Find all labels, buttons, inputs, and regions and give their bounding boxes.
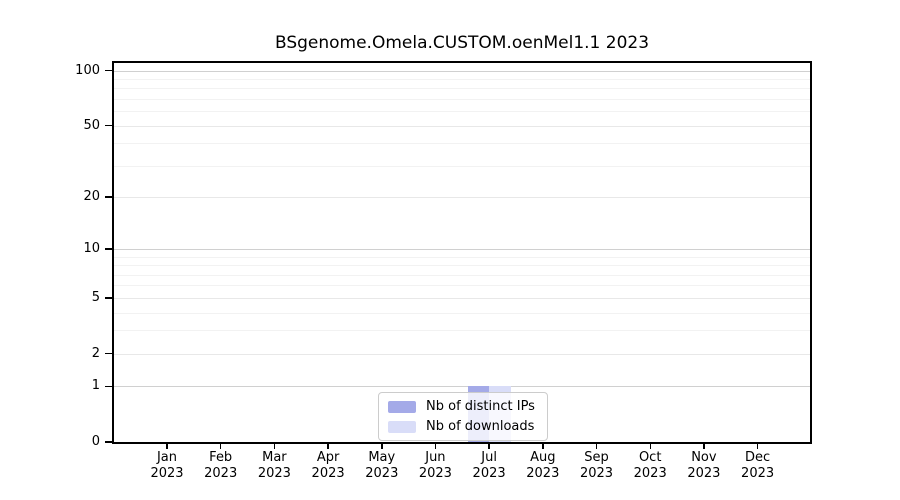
legend: Nb of distinct IPs Nb of downloads — [378, 392, 548, 441]
legend-item-distinct-ips: Nb of distinct IPs — [388, 399, 535, 414]
legend-swatch-downloads — [388, 420, 416, 433]
x-axis-tick-mark — [434, 444, 437, 449]
gridline — [114, 143, 810, 145]
legend-label-downloads: Nb of downloads — [426, 419, 535, 434]
x-axis-tick-mark — [756, 444, 759, 449]
gridline — [114, 330, 810, 332]
y-axis-tick-mark — [105, 248, 112, 250]
x-axis-tick-mark — [381, 444, 383, 449]
x-axis-label: Apr 2023 — [311, 450, 345, 481]
y-axis-tick-mark — [105, 69, 112, 72]
x-axis-tick-mark — [542, 444, 544, 449]
x-axis-label: Feb 2023 — [204, 450, 238, 481]
x-axis-label: Jun 2023 — [418, 450, 452, 481]
x-axis-label: Oct 2023 — [633, 450, 667, 481]
y-axis-tick-mark — [105, 297, 112, 299]
y-axis-tick-label: 2 — [91, 345, 100, 361]
gridline — [114, 79, 810, 80]
x-axis-label: Mar 2023 — [257, 450, 291, 481]
gridline — [114, 165, 810, 167]
gridline — [114, 274, 810, 276]
y-axis-tick-mark — [105, 352, 112, 355]
legend-label-distinct-ips: Nb of distinct IPs — [426, 399, 535, 414]
x-axis-tick-mark — [166, 444, 168, 449]
gridline — [114, 312, 810, 314]
y-axis-tick-label: 1 — [91, 378, 100, 394]
x-axis-label: Aug 2023 — [526, 450, 560, 481]
gridline — [114, 256, 810, 258]
x-axis-label: Nov 2023 — [687, 450, 721, 481]
x-axis-label: Jul 2023 — [472, 450, 506, 481]
x-axis-tick-mark — [649, 444, 651, 449]
chart-title: BSgenome.Omela.CUSTOM.oenMel1.1 2023 — [274, 33, 650, 53]
x-axis-tick-mark — [488, 444, 490, 449]
y-axis-tick-mark — [105, 441, 112, 443]
plot-inner — [114, 63, 810, 442]
gridline — [114, 249, 810, 250]
x-axis-label: Sep 2023 — [579, 450, 614, 481]
y-axis-tick-mark — [105, 196, 112, 198]
gridline — [114, 125, 810, 127]
gridline — [114, 285, 810, 287]
gridline — [114, 70, 810, 72]
x-axis-tick-mark — [273, 444, 276, 449]
gridline — [114, 353, 810, 355]
gridline — [114, 88, 810, 90]
x-axis-tick-mark — [703, 444, 705, 449]
y-axis-tick-label: 10 — [83, 241, 100, 256]
y-axis-tick-mark — [105, 385, 112, 387]
legend-swatch-distinct-ips — [388, 400, 416, 413]
x-axis-label: May 2023 — [365, 450, 399, 481]
y-axis-tick-label: 50 — [83, 117, 100, 133]
x-axis-label: Dec 2023 — [741, 450, 775, 481]
gridline — [114, 386, 810, 388]
x-axis-tick-mark — [327, 444, 329, 449]
y-axis-tick-label: 100 — [75, 62, 100, 78]
y-axis-tick-label: 5 — [91, 289, 100, 305]
y-axis-tick-label: 0 — [91, 434, 100, 449]
x-axis-label: Jan 2023 — [150, 450, 184, 481]
gridline — [114, 111, 810, 113]
y-axis-tick-label: 20 — [83, 189, 100, 204]
x-axis-tick-mark — [219, 444, 222, 449]
plot-area — [112, 61, 812, 444]
gridline — [114, 265, 810, 267]
y-axis-tick-mark — [105, 124, 112, 127]
legend-item-downloads: Nb of downloads — [388, 419, 535, 434]
gridline — [114, 99, 810, 100]
gridline — [114, 197, 810, 198]
gridline — [114, 297, 810, 299]
x-axis-tick-mark — [595, 444, 598, 449]
